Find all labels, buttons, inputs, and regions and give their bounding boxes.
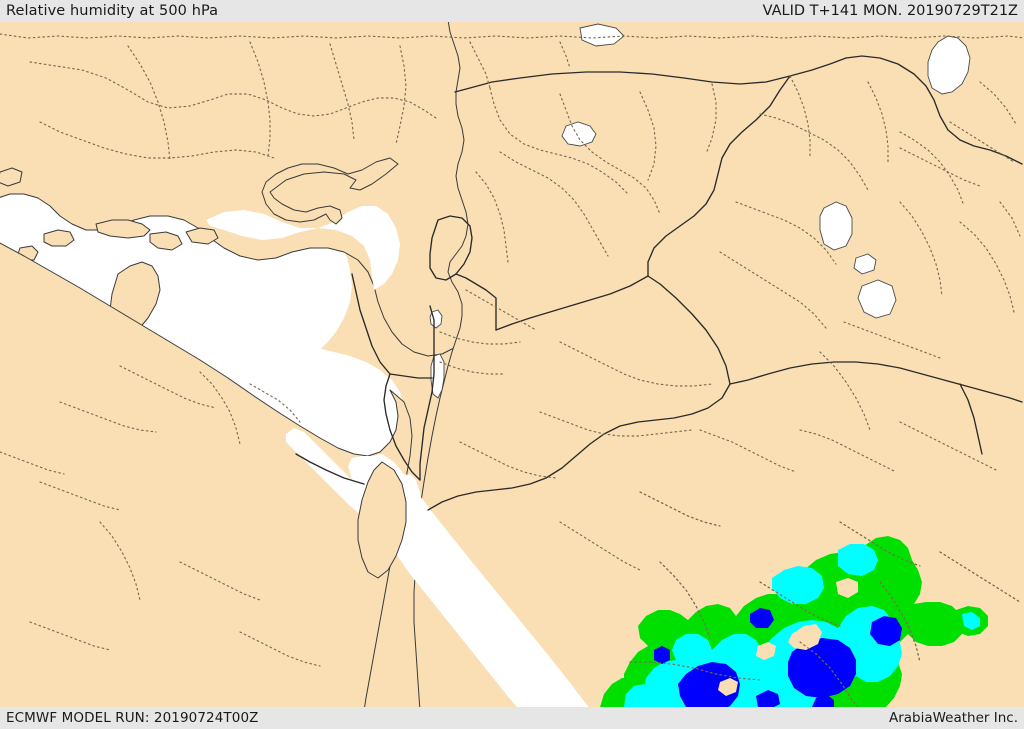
prov-egypt-6 — [99, 521, 141, 601]
international-borders — [295, 55, 1023, 511]
prov-jordan-3 — [439, 361, 505, 375]
lake-habbaniyah — [853, 253, 877, 275]
lake-assad — [561, 121, 597, 147]
sinai-egypt-landmass — [0, 242, 413, 707]
border-israel-jordan — [419, 305, 435, 481]
prov-iraq-4 — [899, 131, 965, 207]
prov-egypt-3 — [199, 371, 241, 445]
prov-syria-4 — [475, 171, 509, 263]
island-group-d — [185, 227, 219, 245]
map-canvas[interactable] — [0, 22, 1024, 707]
prov-syria-3 — [499, 151, 609, 257]
prov-iran-2 — [979, 81, 1017, 125]
prov-turkey-1 — [0, 33, 1024, 39]
prov-saudi-1 — [559, 341, 713, 387]
border-turkey-iraq-iran — [845, 55, 1023, 165]
border-israel-egypt — [383, 373, 421, 481]
sinai-peninsula — [357, 461, 407, 579]
prov-iraq-2 — [789, 75, 811, 157]
prov-overlay-4 — [759, 581, 841, 627]
prov-iraq-1 — [759, 113, 869, 191]
prov-overlay-7 — [939, 551, 1021, 603]
prov-turkey-9 — [559, 41, 571, 69]
prov-saudi-4 — [699, 429, 797, 473]
model-run-label: ECMWF MODEL RUN: 20190724T00Z — [6, 710, 259, 726]
prov-turkey-2 — [29, 61, 437, 119]
border-sinai-suez — [351, 273, 391, 375]
prov-iraq-8 — [959, 221, 1015, 313]
prov-turkey-5 — [249, 41, 271, 157]
lake-northern-turkey — [579, 23, 625, 47]
island-group-e — [0, 167, 23, 187]
border-syria-jordan — [495, 275, 649, 331]
border-egypt-gaza — [389, 373, 433, 379]
relative-humidity-contours — [600, 536, 988, 707]
prov-turkey-8 — [469, 41, 491, 89]
border-saudi-kuwait — [959, 383, 983, 455]
prov-overlay-3 — [629, 661, 761, 681]
province-borders-overlay — [629, 491, 1021, 707]
prov-egypt-8 — [239, 631, 321, 667]
border-syria-israel — [455, 273, 497, 331]
prov-overlay-8 — [799, 641, 859, 707]
prov-iran-1 — [949, 121, 1015, 163]
page-title: Relative humidity at 500 hPa — [6, 3, 219, 19]
prov-jordan-1 — [465, 289, 537, 331]
island-kos — [95, 219, 151, 239]
border-syria-iraq — [647, 75, 791, 277]
prov-syria-1 — [559, 93, 661, 215]
prov-iraq-10 — [819, 351, 871, 431]
prov-overlay-2 — [659, 561, 711, 639]
prov-overlay-6 — [879, 581, 921, 663]
prov-saudi-5 — [799, 429, 897, 473]
rh-level-blue — [654, 608, 902, 707]
prov-iran-4 — [999, 201, 1021, 237]
prov-egypt-10 — [0, 451, 65, 475]
prov-jordan-2 — [439, 331, 521, 345]
gulf-of-suez — [286, 428, 378, 520]
border-lebanon — [429, 215, 473, 281]
prov-egypt-7 — [179, 561, 261, 601]
prov-egypt-9 — [29, 621, 111, 651]
prov-saudi-3 — [459, 441, 557, 479]
prov-overlay-5 — [839, 521, 921, 567]
border-jordan-iraq-saudi — [427, 275, 731, 511]
island-cyprus — [261, 157, 399, 225]
provider-label: ArabiaWeather Inc. — [888, 710, 1018, 726]
prov-turkey-3 — [39, 121, 275, 159]
map-footer-bar: ECMWF MODEL RUN: 20190724T00Z ArabiaWeat… — [0, 707, 1024, 729]
map-svg — [0, 22, 1024, 707]
prov-saudi-8 — [559, 521, 641, 571]
prov-iran-3 — [899, 147, 981, 187]
gulf-of-aqaba-upper — [400, 474, 418, 522]
island-group-c — [149, 231, 183, 251]
rh-dry-holes — [718, 578, 858, 696]
prov-iraq-3 — [867, 81, 889, 163]
border-egypt-south — [295, 453, 365, 485]
prov-saudi-6 — [899, 421, 997, 471]
border-turkey-syria — [454, 57, 847, 93]
prov-egypt-4 — [249, 383, 301, 423]
prov-egypt-5 — [39, 481, 121, 511]
border-iraq-saudi-east — [729, 361, 1023, 403]
island-group-a — [43, 229, 75, 247]
lake-razzaza — [857, 279, 897, 319]
valid-time-label: VALID T+141 MON. 20190729T21Z — [762, 3, 1018, 19]
prov-turkey-4 — [127, 45, 171, 161]
province-borders — [0, 33, 1024, 667]
prov-saudi-2 — [539, 411, 693, 437]
map-header-bar: Relative humidity at 500 hPa VALID T+141… — [0, 0, 1024, 22]
prov-overlay-1 — [639, 491, 721, 527]
prov-egypt-2 — [119, 365, 217, 409]
antalya-bay — [206, 206, 400, 290]
prov-syria-2 — [489, 87, 629, 195]
prov-syria-5 — [639, 91, 657, 181]
lake-tharthar — [819, 201, 853, 251]
lake-urmia — [927, 35, 971, 95]
prov-iraq-5 — [735, 201, 837, 265]
